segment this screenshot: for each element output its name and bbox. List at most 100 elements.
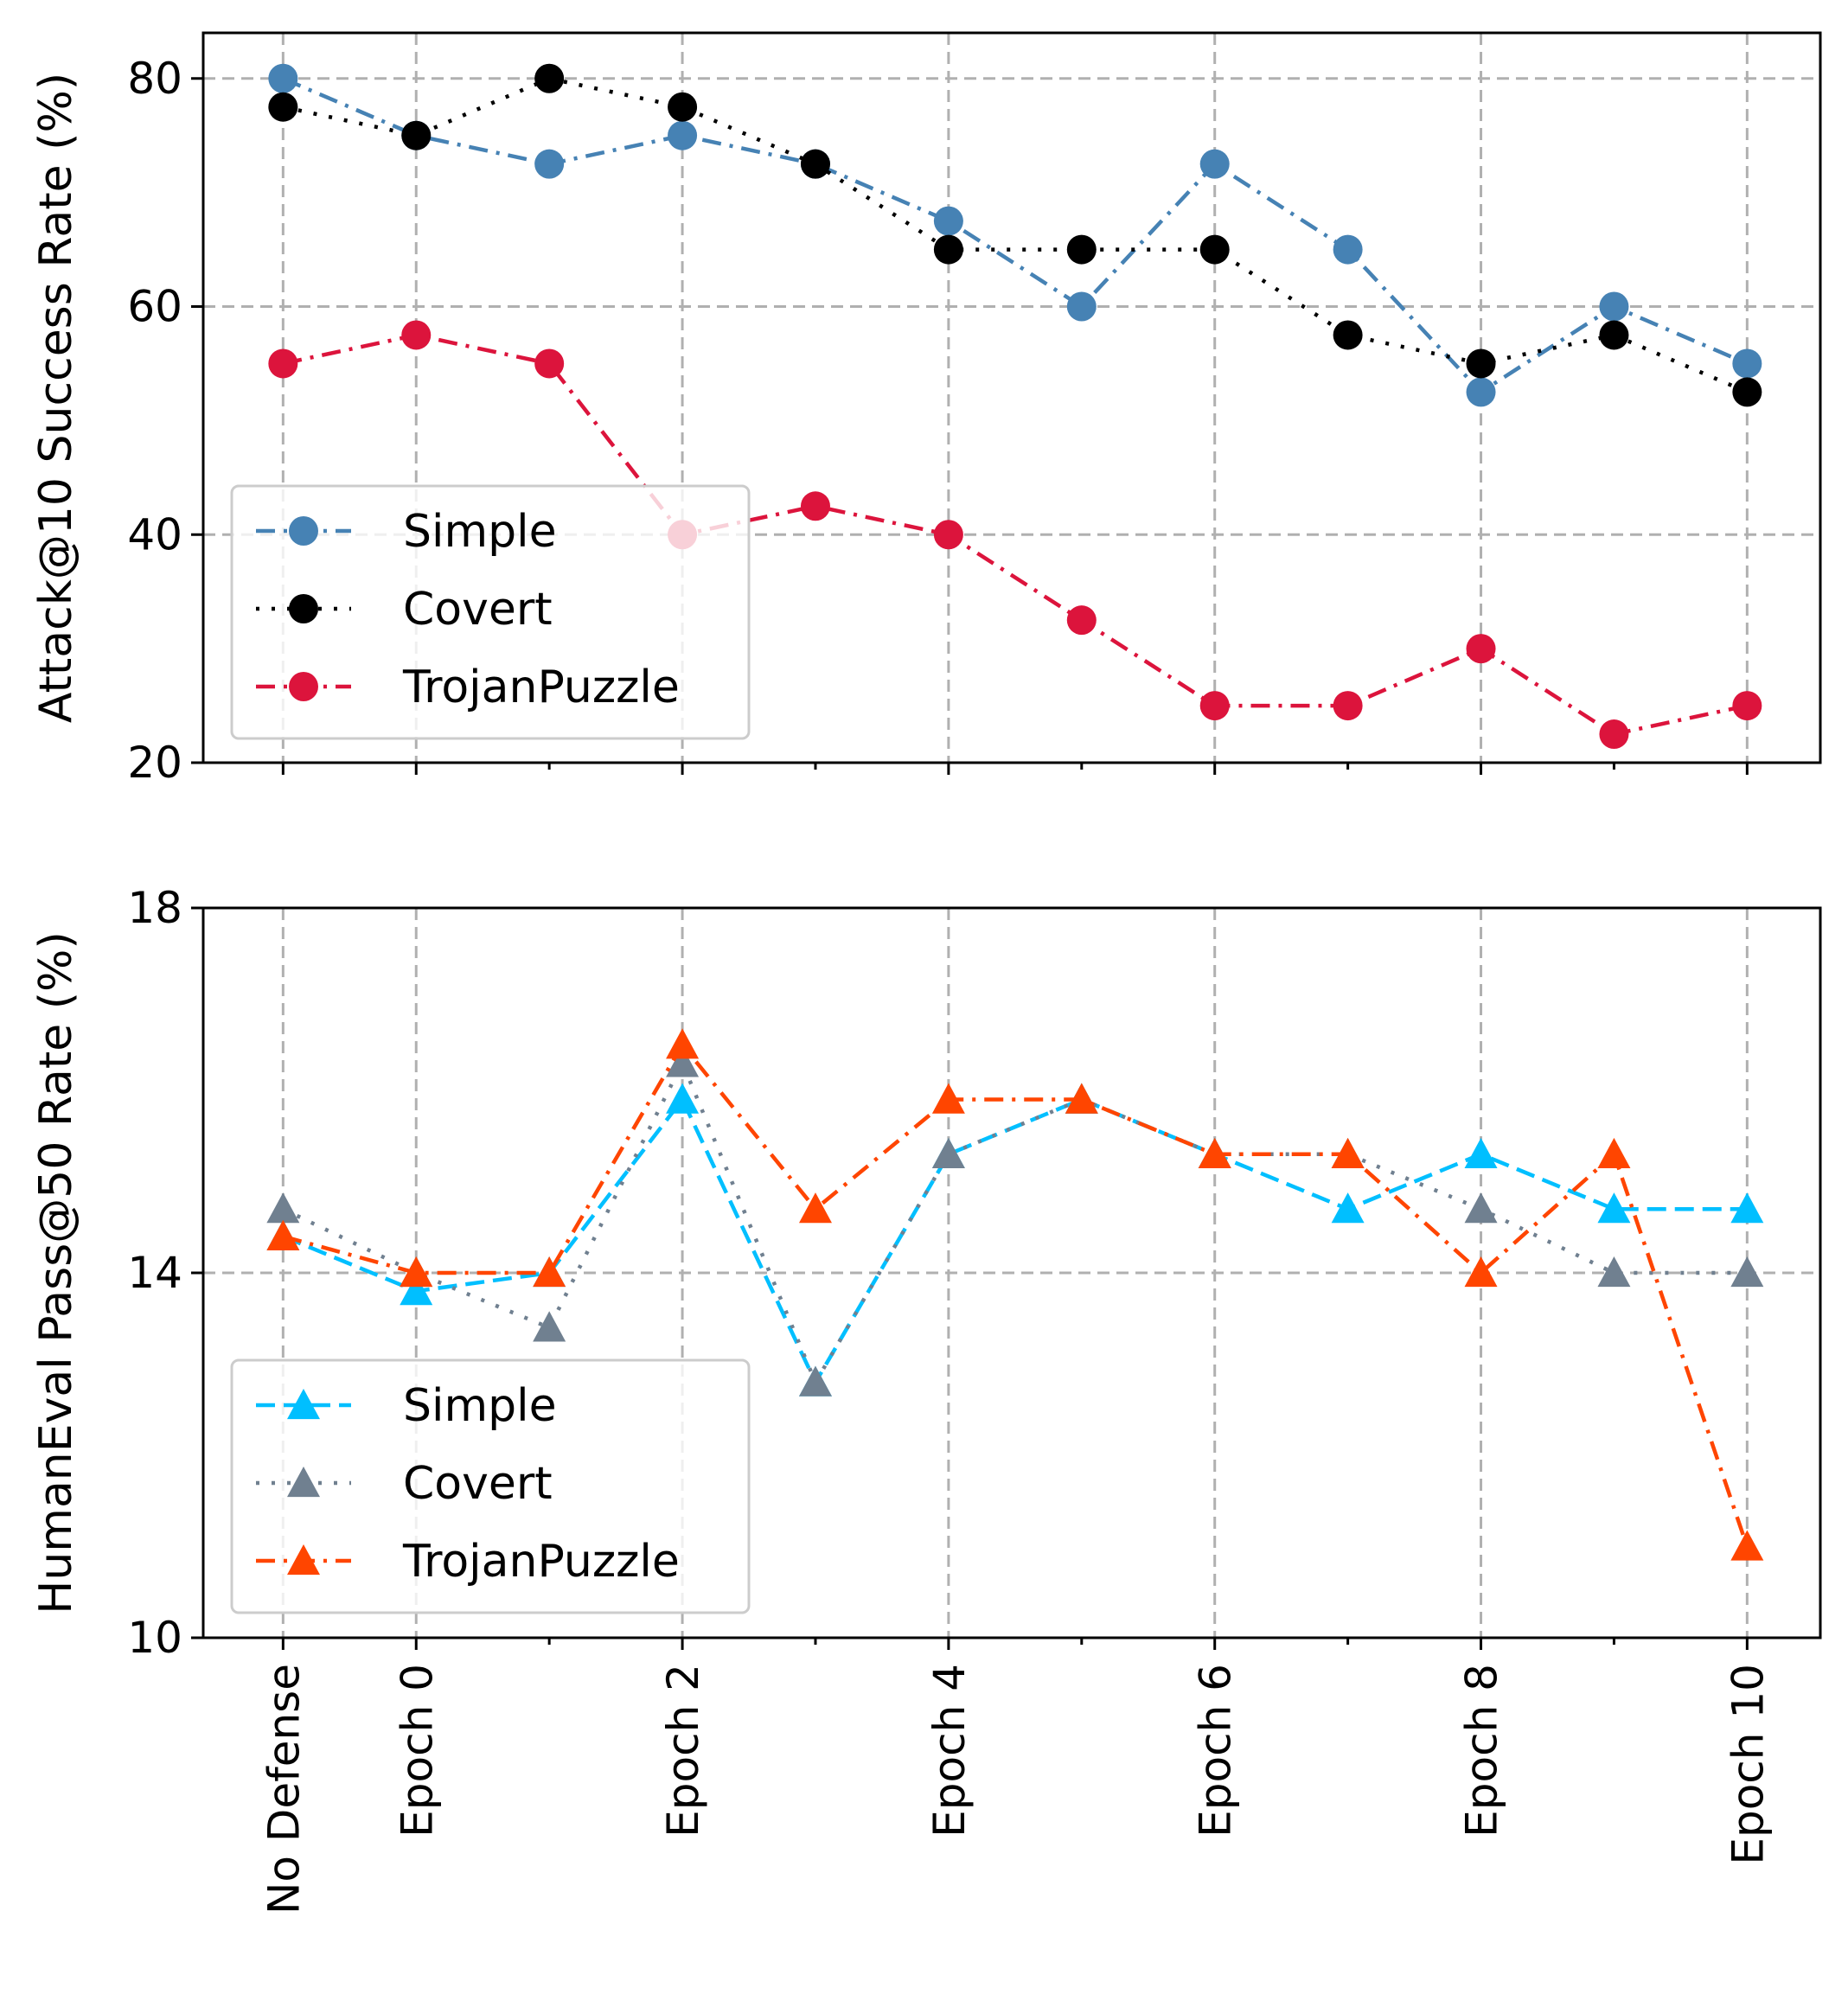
data-point-simple bbox=[1464, 1137, 1498, 1168]
data-point-simple bbox=[1333, 234, 1363, 265]
legend-marker bbox=[287, 1389, 320, 1420]
data-point-trojanpuzzle bbox=[1466, 634, 1496, 664]
series-line-simple bbox=[282, 1096, 1748, 1387]
legend-box bbox=[230, 484, 751, 740]
legend-marker bbox=[289, 672, 318, 701]
legend-label-trojanpuzzle: TrojanPuzzle bbox=[402, 662, 680, 713]
data-point-covert bbox=[1466, 348, 1496, 379]
y-tick-label: 80 bbox=[127, 54, 182, 104]
axes-frame bbox=[201, 31, 1822, 764]
data-point-trojanpuzzle bbox=[533, 1256, 566, 1288]
data-point-covert bbox=[798, 1365, 832, 1397]
data-point-trojanpuzzle bbox=[931, 1083, 965, 1114]
legend-label-covert: Covert bbox=[403, 1458, 553, 1510]
data-point-covert bbox=[1464, 1192, 1498, 1224]
data-point-simple bbox=[1599, 291, 1629, 322]
data-point-trojanpuzzle bbox=[1198, 1137, 1231, 1168]
series-line-covert bbox=[282, 76, 1749, 394]
data-point-simple bbox=[534, 149, 565, 179]
x-tick-labels: No Defense Epoch 0 Epoch 2 Epoch 4 Epoch 6 Ep… bbox=[259, 1664, 1773, 1914]
data-point-simple bbox=[1331, 1192, 1365, 1224]
series-line-covert bbox=[282, 1058, 1748, 1387]
data-point-trojanpuzzle bbox=[400, 1256, 433, 1288]
y-tick-label: 60 bbox=[127, 282, 182, 332]
data-point-covert bbox=[533, 1311, 566, 1342]
legend-label-simple: Simple bbox=[403, 1380, 557, 1432]
data-point-simple bbox=[400, 1275, 433, 1306]
series-line-trojanpuzzle bbox=[282, 333, 1748, 737]
data-point-trojanpuzzle bbox=[1464, 1256, 1498, 1288]
x-tick-label: Epoch 6 bbox=[1191, 1664, 1241, 1838]
x-tick-label: Epoch 2 bbox=[658, 1664, 708, 1838]
data-point-covert bbox=[1730, 1256, 1764, 1288]
legend-marker bbox=[287, 1544, 320, 1576]
legend-label-covert: Covert bbox=[403, 584, 553, 636]
data-point-simple bbox=[933, 206, 963, 236]
legend-marker bbox=[289, 516, 318, 546]
data-point-covert bbox=[1597, 1256, 1631, 1288]
data-point-trojanpuzzle bbox=[666, 1028, 700, 1059]
y-tick-label: 18 bbox=[127, 883, 182, 933]
y-tick-label: 10 bbox=[127, 1613, 182, 1663]
data-point-simple bbox=[268, 63, 298, 93]
data-point-simple bbox=[668, 120, 698, 150]
legend-label-trojanpuzzle: TrojanPuzzle bbox=[402, 1536, 680, 1588]
legend-marker bbox=[287, 1467, 320, 1498]
data-point-simple bbox=[1732, 348, 1762, 379]
data-point-covert bbox=[800, 149, 830, 179]
data-point-covert bbox=[1066, 234, 1097, 265]
data-point-trojanpuzzle bbox=[1331, 1137, 1365, 1168]
data-point-trojanpuzzle bbox=[1732, 691, 1762, 721]
y-axis-label: Attack@10 Success Rate (%) bbox=[30, 73, 82, 723]
data-point-trojanpuzzle bbox=[1066, 605, 1097, 636]
data-point-simple bbox=[666, 1083, 700, 1114]
data-point-trojanpuzzle bbox=[1730, 1530, 1764, 1561]
data-point-covert bbox=[931, 1137, 965, 1168]
data-point-trojanpuzzle bbox=[266, 1219, 300, 1250]
data-point-covert bbox=[933, 234, 963, 265]
data-point-covert bbox=[401, 120, 432, 150]
data-point-trojanpuzzle bbox=[933, 520, 963, 550]
data-point-trojanpuzzle bbox=[1597, 1137, 1631, 1168]
x-tick-label: Epoch 8 bbox=[1457, 1664, 1507, 1838]
data-point-trojanpuzzle bbox=[1065, 1083, 1098, 1114]
y-tick-label: 14 bbox=[127, 1248, 182, 1298]
series-line-trojanpuzzle bbox=[282, 1041, 1749, 1548]
data-point-simple bbox=[1466, 377, 1496, 407]
y-tick-label: 40 bbox=[127, 509, 182, 559]
legend-box bbox=[230, 1358, 751, 1614]
data-point-covert bbox=[1333, 320, 1363, 350]
y-axis-label: HumanEval Pass@50 Rate (%) bbox=[30, 931, 82, 1614]
data-point-trojanpuzzle bbox=[268, 348, 298, 379]
data-point-covert bbox=[534, 63, 565, 93]
x-tick-label: Epoch 0 bbox=[392, 1664, 442, 1838]
data-point-covert bbox=[1732, 377, 1762, 407]
data-point-simple bbox=[1597, 1192, 1631, 1224]
series-line-simple bbox=[282, 76, 1749, 395]
x-tick-label: No Defense bbox=[259, 1664, 309, 1914]
data-point-trojanpuzzle bbox=[401, 320, 432, 350]
attack-success-panel: 20 40 60 80 Attack@10 Success Rate (%) Simple… bbox=[30, 31, 1822, 788]
data-point-covert bbox=[668, 92, 698, 122]
data-point-simple bbox=[1199, 149, 1230, 179]
data-point-trojanpuzzle bbox=[1599, 719, 1629, 750]
humaneval-pass-panel: 10 14 18 HumanEval Pass@50 Rate (%) Simple Co… bbox=[30, 883, 1822, 1663]
data-point-covert bbox=[666, 1046, 700, 1077]
x-tick-label: Epoch 4 bbox=[924, 1664, 975, 1838]
data-point-trojanpuzzle bbox=[1199, 691, 1230, 721]
data-point-covert bbox=[268, 92, 298, 122]
data-point-simple bbox=[1066, 291, 1097, 322]
y-tick-label: 20 bbox=[127, 738, 182, 788]
data-point-trojanpuzzle bbox=[798, 1192, 832, 1224]
data-point-covert bbox=[1199, 234, 1230, 265]
data-point-trojanpuzzle bbox=[1333, 691, 1363, 721]
data-point-covert bbox=[266, 1192, 300, 1224]
data-point-trojanpuzzle bbox=[800, 491, 830, 521]
data-point-simple bbox=[1730, 1192, 1764, 1224]
data-point-trojanpuzzle bbox=[534, 348, 565, 379]
x-tick-label: Epoch 10 bbox=[1723, 1664, 1773, 1865]
legend-marker bbox=[289, 594, 318, 623]
legend-label-simple: Simple bbox=[403, 506, 557, 558]
data-point-covert bbox=[1599, 320, 1629, 350]
